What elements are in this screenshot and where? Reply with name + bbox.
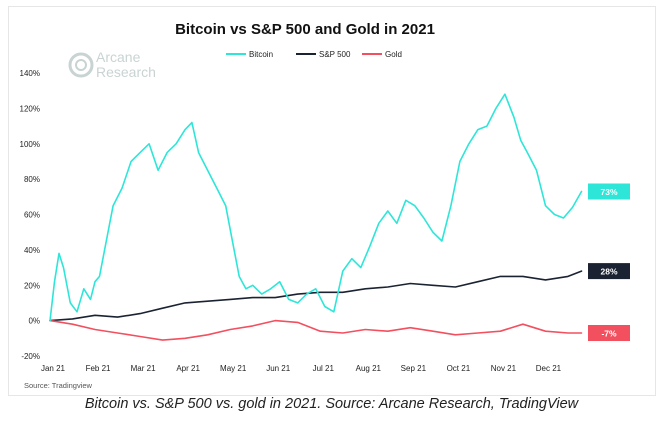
x-tick-label: Apr 21 [176,364,200,373]
x-tick-label: Jan 21 [41,364,66,373]
legend-label: Gold [385,50,402,59]
x-axis: Jan 21 Feb 21 Mar 21 Apr 21 May 21 Jun 21 Jul … [41,364,562,373]
arcane-logo-icon [68,52,94,78]
x-tick-label: Aug 21 [356,364,382,373]
line-chart: Bitcoin vs S&P 500 and Gold in 2021 Bitc… [20,21,630,390]
x-tick-label: Jul 21 [313,364,335,373]
y-tick-label: 0% [28,317,40,326]
end-value-badge: -7% [588,325,630,342]
x-tick-label: May 21 [220,364,247,373]
series-line-bitcoin [49,93,583,322]
y-tick-label: 140% [20,69,40,78]
legend-item: S&P 500 [296,50,351,59]
arcane-logo-text: Arcane Research [96,50,156,80]
logo-line-2: Research [96,64,156,80]
x-tick-label: Mar 21 [131,364,156,373]
x-tick-label: Oct 21 [447,364,471,373]
y-tick-label: 20% [24,281,40,290]
chart-legend: Bitcoin S&P 500 Gold [226,50,402,59]
end-value-label: -7% [601,329,617,339]
y-tick-label: 40% [24,246,40,255]
series-line-gold [49,319,583,341]
x-tick-label: Nov 21 [491,364,517,373]
figure-caption: Bitcoin vs. S&P 500 vs. gold in 2021. So… [84,396,579,412]
chart-title: Bitcoin vs S&P 500 and Gold in 2021 [175,21,435,38]
y-tick-label: 100% [20,140,40,149]
legend-label: Bitcoin [249,50,273,59]
y-tick-label: -20% [21,352,40,361]
series-line-s-p-500 [49,270,583,322]
end-value-label: 73% [600,187,617,197]
y-tick-label: 120% [20,104,40,113]
end-value-box [588,263,630,280]
legend-item: Bitcoin [226,50,273,59]
source-note: Source: Tradingview [24,381,93,390]
logo-line-1: Arcane [96,49,141,65]
legend-item: Gold [362,50,402,59]
end-value-label: 28% [600,267,617,277]
end-labels: 73% 28% -7% [588,183,630,342]
y-tick-label: 60% [24,211,40,220]
x-tick-label: Jun 21 [266,364,291,373]
y-tick-label: 80% [24,175,40,184]
series-group [49,93,583,341]
end-value-badge: 28% [588,263,630,280]
end-value-badge: 73% [588,183,630,200]
x-tick-label: Feb 21 [86,364,111,373]
arcane-research-logo [66,50,176,84]
x-tick-label: Sep 21 [401,364,427,373]
y-axis: -20% 0% 20% 40% 60% 80% 100% 120% 140% [20,69,40,361]
x-tick-label: Dec 21 [536,364,562,373]
legend-label: S&P 500 [319,50,351,59]
end-value-box [588,183,630,200]
end-value-box [588,325,630,342]
